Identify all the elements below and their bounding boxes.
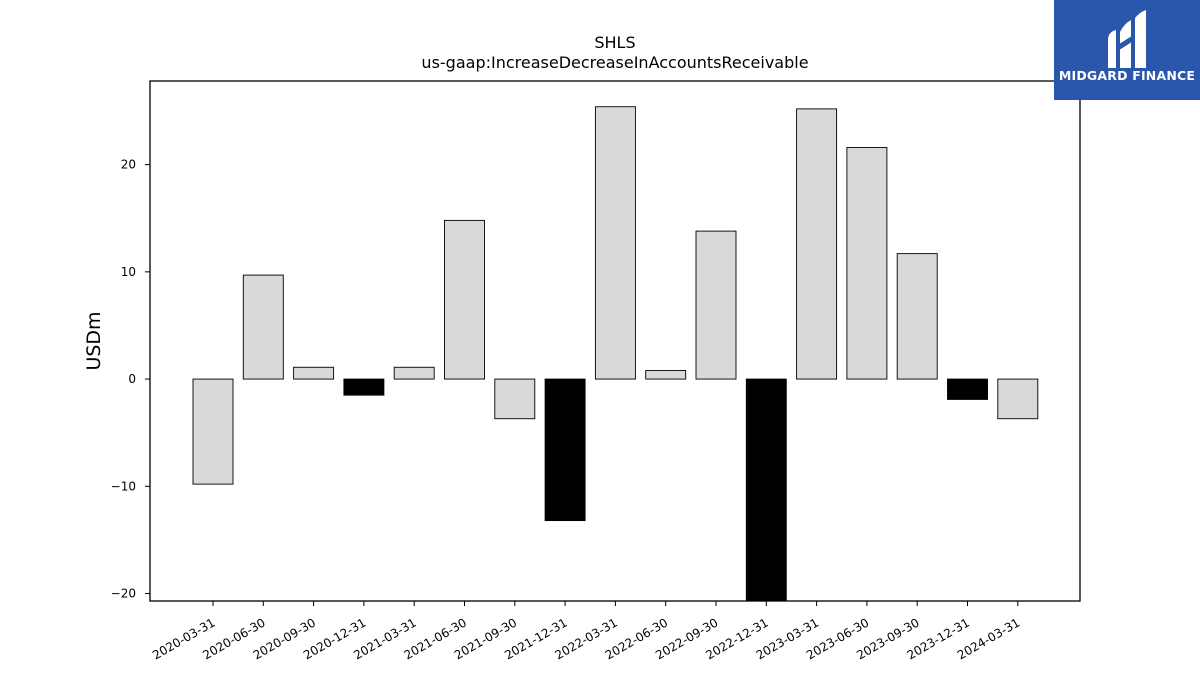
bar-2020-06-30 xyxy=(242,274,284,380)
bar-2021-03-31 xyxy=(393,366,435,380)
bar-2022-12-31 xyxy=(745,378,787,602)
y-tick-label: −10 xyxy=(111,479,136,493)
chart-title: SHLS xyxy=(594,33,635,52)
y-axis-label: USDm xyxy=(83,311,105,370)
bars-group xyxy=(192,106,1039,602)
bar-2022-06-30 xyxy=(645,370,687,380)
bar-2023-12-31 xyxy=(947,378,988,400)
y-tick-label: 20 xyxy=(121,158,136,172)
bar-2022-09-30 xyxy=(695,230,737,380)
bar-2023-03-31 xyxy=(796,108,838,380)
x-axis: 2020-03-312020-06-302020-09-302020-12-31… xyxy=(150,601,1022,662)
y-axis: −20 −10 0 10 20 xyxy=(111,158,150,600)
bar-2023-06-30 xyxy=(846,147,888,380)
bar-2021-06-30 xyxy=(444,219,485,380)
y-tick-label: 0 xyxy=(128,372,136,386)
bar-2023-09-30 xyxy=(896,253,938,380)
bar-2020-03-31 xyxy=(192,378,234,485)
bar-2022-03-31 xyxy=(594,106,636,380)
brand-name: MIDGARD FINANCE xyxy=(1058,68,1196,83)
midgard-m-logo-icon xyxy=(1108,10,1146,68)
bar-2021-09-30 xyxy=(494,378,536,420)
y-tick-label: −20 xyxy=(111,586,136,600)
chart-subtitle: us-gaap:IncreaseDecreaseInAccountsReceiv… xyxy=(421,53,808,72)
y-tick-label: 10 xyxy=(121,265,136,279)
bar-2024-03-31 xyxy=(997,378,1039,420)
bar-2021-12-31 xyxy=(544,378,586,522)
bar-2020-09-30 xyxy=(293,366,335,380)
brand-logo: MIDGARD FINANCE xyxy=(1054,0,1200,100)
bar-2020-12-31 xyxy=(343,378,385,396)
